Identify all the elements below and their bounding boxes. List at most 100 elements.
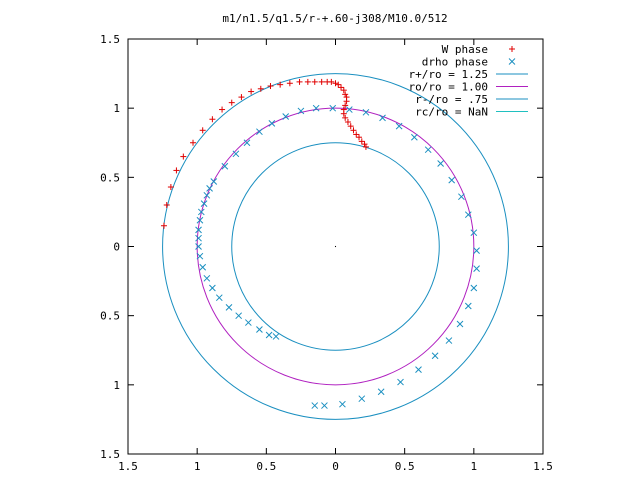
data-point xyxy=(362,143,369,150)
data-point xyxy=(268,120,276,127)
x-tick-label: 1.5 xyxy=(118,460,138,473)
series-0 xyxy=(160,78,369,229)
data-point xyxy=(358,138,365,145)
data-point xyxy=(311,402,319,409)
data-point xyxy=(195,243,202,250)
data-point xyxy=(163,202,170,208)
data-point xyxy=(350,127,357,134)
data-point xyxy=(312,104,320,112)
circle-2 xyxy=(231,142,440,351)
data-point xyxy=(361,141,368,148)
x-tick-label: 0.5 xyxy=(256,460,276,473)
data-point xyxy=(296,78,303,85)
data-point xyxy=(235,312,243,320)
chart-title: m1/n1.5/q1.5/r-+.60-j308/M10.0/512 xyxy=(222,12,447,25)
data-point xyxy=(410,133,418,141)
data-point xyxy=(209,116,216,123)
data-point xyxy=(265,331,273,339)
y-tick-label: 1.5 xyxy=(100,33,120,46)
data-point xyxy=(215,294,223,302)
data-point xyxy=(335,81,342,88)
data-point xyxy=(228,99,235,106)
data-point xyxy=(203,191,211,199)
data-point xyxy=(342,91,349,98)
data-point xyxy=(304,78,311,85)
data-point xyxy=(345,106,353,113)
data-series xyxy=(160,78,480,409)
data-point xyxy=(318,78,325,85)
data-point xyxy=(203,274,211,282)
data-point xyxy=(243,139,251,147)
data-point xyxy=(232,150,240,158)
data-point xyxy=(256,326,263,333)
data-point xyxy=(199,263,207,271)
legend-label: rc/ro = NaN xyxy=(415,106,488,119)
data-point xyxy=(464,211,472,219)
data-point xyxy=(328,78,335,85)
data-point xyxy=(342,114,349,121)
data-point xyxy=(180,153,187,160)
axes: 1.5 1 0.5 0 0.5 1 1.51.510.500.511.5 xyxy=(100,33,553,473)
data-point xyxy=(377,388,385,396)
origin-dot xyxy=(334,245,337,248)
legend-label: ro/ro = 1.00 xyxy=(409,81,488,94)
data-point xyxy=(210,178,218,185)
data-point xyxy=(272,333,280,340)
x-tick-label: 0.5 xyxy=(395,460,415,473)
data-point xyxy=(173,167,180,174)
data-point xyxy=(286,80,293,87)
data-point xyxy=(458,193,465,201)
data-point xyxy=(356,134,363,141)
data-point xyxy=(190,139,197,146)
data-point xyxy=(431,352,439,360)
data-point xyxy=(340,110,347,117)
legend-marker xyxy=(509,46,515,52)
data-point xyxy=(311,78,318,85)
data-point xyxy=(248,88,255,95)
legend-label: drho phase xyxy=(422,56,488,69)
x-tick-label: 1 xyxy=(471,460,478,473)
data-point xyxy=(358,395,366,403)
data-point xyxy=(456,320,464,328)
data-point xyxy=(343,98,350,105)
data-point xyxy=(160,222,167,229)
data-point xyxy=(473,247,480,255)
data-point xyxy=(197,208,205,216)
data-point xyxy=(415,366,422,373)
data-point xyxy=(473,265,480,272)
data-point xyxy=(225,304,233,311)
data-point xyxy=(221,162,229,170)
y-tick-label: 1 xyxy=(113,102,120,115)
data-point xyxy=(340,87,347,94)
data-point xyxy=(437,160,444,167)
data-point xyxy=(470,284,478,292)
data-point xyxy=(344,119,351,125)
legend-marker xyxy=(508,58,516,65)
legend-label: W phase xyxy=(442,43,488,56)
data-point xyxy=(379,114,386,122)
y-tick-label: 1.5 xyxy=(100,448,120,461)
data-point xyxy=(339,400,346,408)
data-point xyxy=(195,226,202,234)
data-point xyxy=(196,252,204,260)
data-point xyxy=(238,94,245,101)
data-point xyxy=(397,378,404,386)
data-point xyxy=(209,284,216,292)
data-point xyxy=(332,80,339,87)
x-tick-label: 1 xyxy=(194,460,201,473)
data-point xyxy=(353,131,360,138)
data-point xyxy=(277,81,284,88)
data-point xyxy=(200,200,208,207)
data-point xyxy=(329,104,337,112)
data-point xyxy=(448,176,456,184)
reference-circles xyxy=(162,73,509,420)
data-point xyxy=(206,185,213,192)
data-point xyxy=(196,216,204,224)
data-point xyxy=(167,184,174,191)
data-point xyxy=(395,122,403,130)
circle-0 xyxy=(162,73,509,420)
y-tick-label: 0.5 xyxy=(100,171,120,184)
data-point xyxy=(321,402,328,409)
data-point xyxy=(338,84,345,91)
